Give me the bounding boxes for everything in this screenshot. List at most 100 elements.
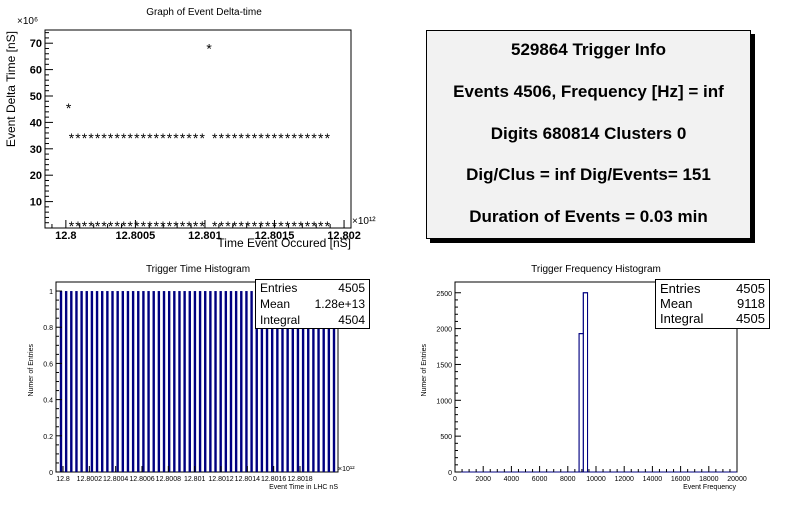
data-point-marker: * <box>167 218 173 234</box>
histogram-bin <box>582 292 589 473</box>
histogram-bar <box>312 291 315 472</box>
data-point-marker: * <box>180 218 186 234</box>
y-tick-label: 40 <box>30 117 42 129</box>
histogram-bar <box>255 291 258 472</box>
x-tick-label: 12.8014 <box>235 476 260 483</box>
time-hist-stats-box: Entries 4505 Mean 1.28e+13 Integral 4504 <box>255 279 370 329</box>
data-point-marker: * <box>69 130 75 146</box>
histogram-bar <box>142 291 145 472</box>
trigger-info-panel: 529864 Trigger Info Events 4506, Frequen… <box>426 30 751 239</box>
histogram-bar <box>106 291 109 472</box>
histogram-bar <box>59 291 63 472</box>
histogram-bar <box>250 291 253 472</box>
histogram-bar <box>178 291 181 472</box>
histogram-bar <box>137 291 140 472</box>
data-point-marker: * <box>265 130 271 146</box>
info-events-line: Events 4506, Frequency [Hz] = inf <box>453 82 724 101</box>
histogram-bar <box>332 291 336 472</box>
data-point-marker: * <box>232 218 238 234</box>
data-point-marker: * <box>291 130 297 146</box>
data-point-marker: * <box>141 130 147 146</box>
info-duration-line: Duration of Events = 0.03 min <box>469 207 708 226</box>
data-point-marker: * <box>258 218 264 234</box>
time-hist-ylabel: Numer of Entries <box>28 344 35 397</box>
histogram-bar <box>229 291 233 472</box>
data-point-marker: * <box>272 130 278 146</box>
data-point-marker: * <box>291 218 297 234</box>
freq-hist-bars <box>455 292 737 473</box>
data-point-marker: * <box>108 130 114 146</box>
x-tick-label: 12.8016 <box>261 476 286 483</box>
histogram-bar <box>198 291 202 472</box>
histogram-bar <box>240 291 243 472</box>
time-hist-xlabel: Event Time in LHC nS <box>269 484 338 491</box>
histogram-bin <box>578 333 584 473</box>
freq-hist-stats-box: Entries 4505 Mean 9118 Integral 4505 <box>655 279 770 329</box>
histogram-bar <box>80 291 83 472</box>
y-tick-label: 30 <box>30 144 42 156</box>
y-tick-label: 50 <box>30 91 42 103</box>
data-point-marker: * <box>325 130 331 146</box>
histogram-bar <box>209 291 212 472</box>
freq-hist-title: Trigger Frequency Histogram <box>531 264 661 275</box>
info-digits-line: Digits 680814 Clusters 0 <box>490 124 687 143</box>
stats-mean-value: 9118 <box>737 296 765 311</box>
info-ratio-line: Dig/Clus = inf Dig/Events= 151 <box>466 165 711 184</box>
x-tick-label: 12.802 <box>327 230 361 242</box>
histogram-bar <box>85 291 88 472</box>
y-tick-label: 500 <box>440 434 452 441</box>
delta-graph-y-exponent: ×10⁶ <box>17 16 38 27</box>
x-tick-label: 12.8008 <box>156 476 181 483</box>
data-point-marker: * <box>199 218 205 234</box>
y-tick-label: 0.8 <box>43 325 53 332</box>
x-tick-label: 12.801 <box>188 230 222 242</box>
data-point-marker: * <box>66 100 72 116</box>
data-point-marker: * <box>311 218 317 234</box>
stats-entries-value: 4505 <box>338 281 365 295</box>
stats-integral-label: Integral <box>260 313 301 327</box>
data-point-marker: * <box>212 218 218 234</box>
y-tick-label: 2000 <box>436 327 452 334</box>
histogram-bar <box>286 291 289 472</box>
data-point-marker: * <box>173 218 179 234</box>
data-point-marker: * <box>285 130 291 146</box>
x-tick-label: 2000 <box>475 476 491 483</box>
x-tick-label: 14000 <box>643 476 663 483</box>
x-tick-label: 12.8006 <box>129 476 154 483</box>
data-point-marker: * <box>305 130 311 146</box>
histogram-bar <box>95 291 99 472</box>
time-hist-y-axis: 0 0.2 0.4 0.6 0.8 1 <box>43 289 62 477</box>
data-point-marker: * <box>193 130 199 146</box>
data-point-marker: * <box>121 130 127 146</box>
histogram-bar <box>276 291 279 472</box>
histogram-bar <box>234 291 238 472</box>
histogram-bar <box>204 291 207 472</box>
data-point-marker: * <box>167 130 173 146</box>
data-point-marker: * <box>160 130 166 146</box>
x-tick-label: 12.8004 <box>103 476 128 483</box>
histogram-bar <box>90 291 94 472</box>
histogram-bar <box>214 291 217 472</box>
delta-time-graph: Graph of Event Delta-time ×10⁶ ×10¹² Tim… <box>4 7 376 250</box>
histogram-bar <box>173 291 176 472</box>
data-point-marker: * <box>298 130 304 146</box>
histogram-bar <box>167 291 171 472</box>
delta-graph-x-axis: 12.8 12.8005 12.801 12.8015 12.802 <box>51 220 361 242</box>
x-tick-label: 12.8 <box>55 230 76 242</box>
x-tick-label: 16000 <box>671 476 691 483</box>
data-point-marker: * <box>88 130 94 146</box>
data-point-marker: * <box>278 130 284 146</box>
data-point-marker: * <box>69 218 75 234</box>
histogram-bar <box>157 291 161 472</box>
histogram-bar <box>116 291 119 472</box>
x-tick-label: 12.8 <box>56 476 70 483</box>
y-tick-label: 70 <box>30 38 42 50</box>
delta-graph-ylabel: Event Delta Time [nS] <box>4 31 18 147</box>
histogram-bar <box>183 291 186 472</box>
x-tick-label: 12.8002 <box>77 476 102 483</box>
trigger-frequency-histogram: Trigger Frequency Histogram Numer of Ent… <box>421 264 747 491</box>
data-point-marker: * <box>272 218 278 234</box>
delta-graph-frame <box>44 29 352 229</box>
data-point-marker: * <box>219 218 225 234</box>
x-tick-label: 20000 <box>727 476 747 483</box>
